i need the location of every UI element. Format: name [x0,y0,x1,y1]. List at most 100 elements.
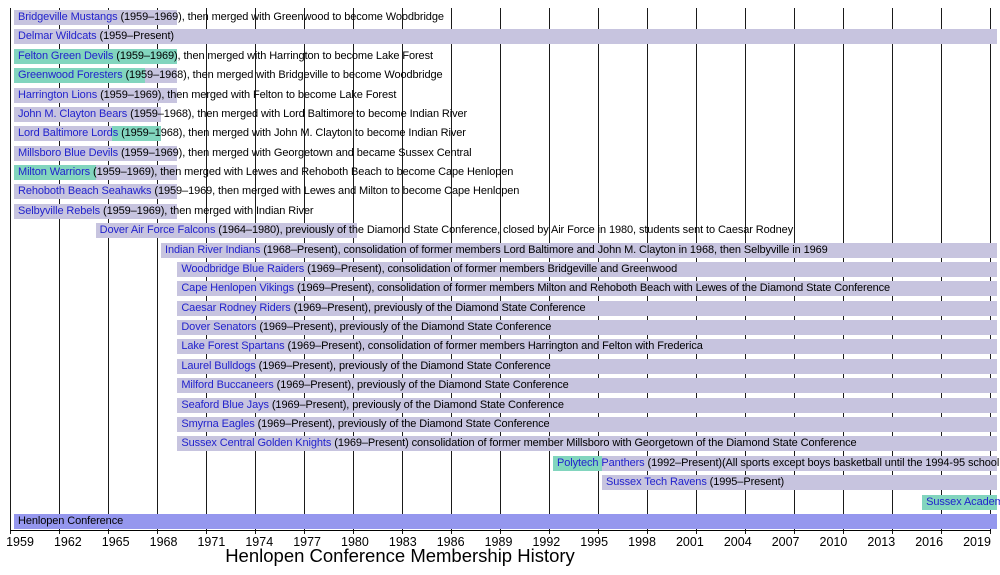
team-link[interactable]: Sussex Central Golden Knights [181,437,332,450]
row-label: Harrington Lions (1959–1969), then merge… [18,88,396,103]
row-note: (1992–Present)(All sports except boys ba… [644,456,1000,469]
team-link[interactable]: Caesar Rodney Riders [181,301,291,314]
team-link[interactable]: John M. Clayton Bears [18,107,128,120]
row-label: Millsboro Blue Devils (1959–1969), then … [18,146,472,161]
team-link[interactable]: Smyrna Eagles [181,417,255,430]
row-label: Cape Henlopen Vikings (1969–Present), co… [181,281,890,296]
team-link[interactable]: Cape Henlopen Vikings [181,282,294,295]
x-axis-tick-label: 2001 [675,535,704,549]
x-axis-tick-label: 1968 [149,535,178,549]
x-axis-tick-label: 1971 [197,535,226,549]
x-axis-tick-label: 2019 [963,535,991,549]
team-link[interactable]: Lake Forest Spartans [181,340,285,353]
row-label: Henlopen Conference [18,514,123,529]
x-axis-tick-label: 2004 [723,535,752,549]
bar-segment [177,378,997,394]
x-axis-tick-label: 2016 [915,535,944,549]
row-note: (1969–Present), consolidation of former … [284,340,703,353]
team-link[interactable]: Milton Warriors [18,166,91,179]
team-link[interactable]: Seaford Blue Jays [181,398,269,411]
row-label: Sussex Tech Ravens (1995–Present) [606,475,784,490]
row-note: (1969–Present), previously of the Diamon… [268,398,564,411]
row-note: (1959–Present) [96,30,175,43]
row-label: Caesar Rodney Riders (1969–Present), pre… [181,301,585,316]
bar-segment [14,126,112,142]
row-label: Lake Forest Spartans (1969–Present), con… [181,339,703,354]
row-note: (1959–1968), then merged with Bridgevill… [122,69,443,82]
bar-segment [14,203,178,219]
row-note: (1959–1969), then merged with Felton to … [97,88,397,101]
x-axis-tick-label: 1998 [628,535,656,549]
row-label: Milford Buccaneers (1969–Present), previ… [181,378,568,393]
row-label: Woodbridge Blue Raiders (1969–Present), … [181,262,677,277]
team-link[interactable]: Laurel Bulldogs [181,359,256,372]
x-axis-tick-label: 2010 [819,535,848,549]
row-note: (1959–1969), then merged with Harrington… [113,49,433,62]
row-note: (1959–1969), then merged with Greenwood … [117,11,444,23]
bar-segment [177,358,997,374]
x-axis-tick-label: 1980 [341,535,369,549]
row-note: (1959–1969), then merged with Georgetown… [118,146,472,159]
team-link[interactable]: Greenwood Foresters [18,69,123,82]
bar-segment [14,513,997,529]
row-note: (1969–Present) consolidation of former m… [331,437,857,450]
row-note: (1959–1968), then merged with John M. Cl… [118,127,466,140]
row-label: Greenwood Foresters (1959–1968), then me… [18,68,443,83]
team-link[interactable]: Harrington Lions [18,88,98,101]
bar-segment [144,68,178,84]
x-axis-tick-label: 1992 [532,535,561,549]
x-axis-tick-label: 1995 [580,535,609,549]
row-label: Delmar Wildcats (1959–Present) [18,29,174,44]
gridline-1959 [10,8,11,534]
x-axis-tick-label: 1983 [388,535,417,549]
bar-segment [14,87,178,103]
row-label: Milton Warriors (1959–1969), then merged… [18,165,513,180]
bar-segment [602,455,997,471]
team-link[interactable]: Felton Green Devils [18,49,114,62]
team-link[interactable]: Bridgeville Mustangs [18,11,118,23]
bar-segment [177,320,997,336]
row-note: (1995–Present) [706,476,785,489]
bar-segment [14,165,96,181]
row-label: Selbyville Rebels (1959–1969), then merg… [18,204,314,219]
team-link[interactable]: Dover Air Force Falcons [99,224,216,237]
row-note: (1964–1980), previously of the Diamond S… [215,224,794,237]
bar-segment [177,436,997,452]
team-link[interactable]: Millsboro Blue Devils [18,146,118,159]
team-link[interactable]: Milford Buccaneers [181,379,274,392]
team-link[interactable]: Delmar Wildcats [18,30,97,43]
x-axis-tick-label: 1974 [245,535,274,549]
row-label: Dover Senators (1969–Present), previousl… [181,320,551,335]
row-label: Sussex Academy [926,495,1000,510]
bar-segment [177,300,997,316]
team-link[interactable]: Polytech Panthers [557,456,645,469]
row-label: Indian River Indians (1968–Present), con… [165,243,828,258]
bar-segment [95,165,178,181]
row-note: (1969–Present), consolidation of former … [294,282,891,295]
bar-segment [14,106,161,122]
x-axis-tick-label: 1977 [293,535,321,549]
bar-segment [14,68,145,84]
bar-segment [14,184,178,200]
x-axis-tick-label: 1959 [6,535,34,549]
x-axis-tick-label: 1986 [436,535,465,549]
team-link[interactable]: Dover Senators [181,321,257,334]
team-link[interactable]: Sussex Tech Ravens [606,476,707,489]
team-link[interactable]: Selbyville Rebels [18,204,101,217]
row-note: (1969–Present), previously of the Diamon… [256,321,552,334]
row-label: Polytech Panthers (1992–Present)(All spo… [557,456,1000,471]
row-note: (1969–Present), previously of the Diamon… [254,417,550,430]
team-link[interactable]: Indian River Indians [165,243,261,256]
bar-segment [14,29,997,45]
team-link[interactable]: Lord Baltimore Lords [18,127,119,140]
team-link[interactable]: Rehoboth Beach Seahawks [18,185,152,198]
row-title: Henlopen Conference [18,514,124,527]
bar-segment [177,416,997,432]
bar-segment [112,126,161,142]
team-link[interactable]: Woodbridge Blue Raiders [181,262,305,275]
team-link[interactable]: Sussex Academy [926,495,1000,508]
gridline-1965 [108,8,109,534]
row-label: John M. Clayton Bears (1959–1968), then … [18,107,467,122]
bar-segment [553,455,602,471]
